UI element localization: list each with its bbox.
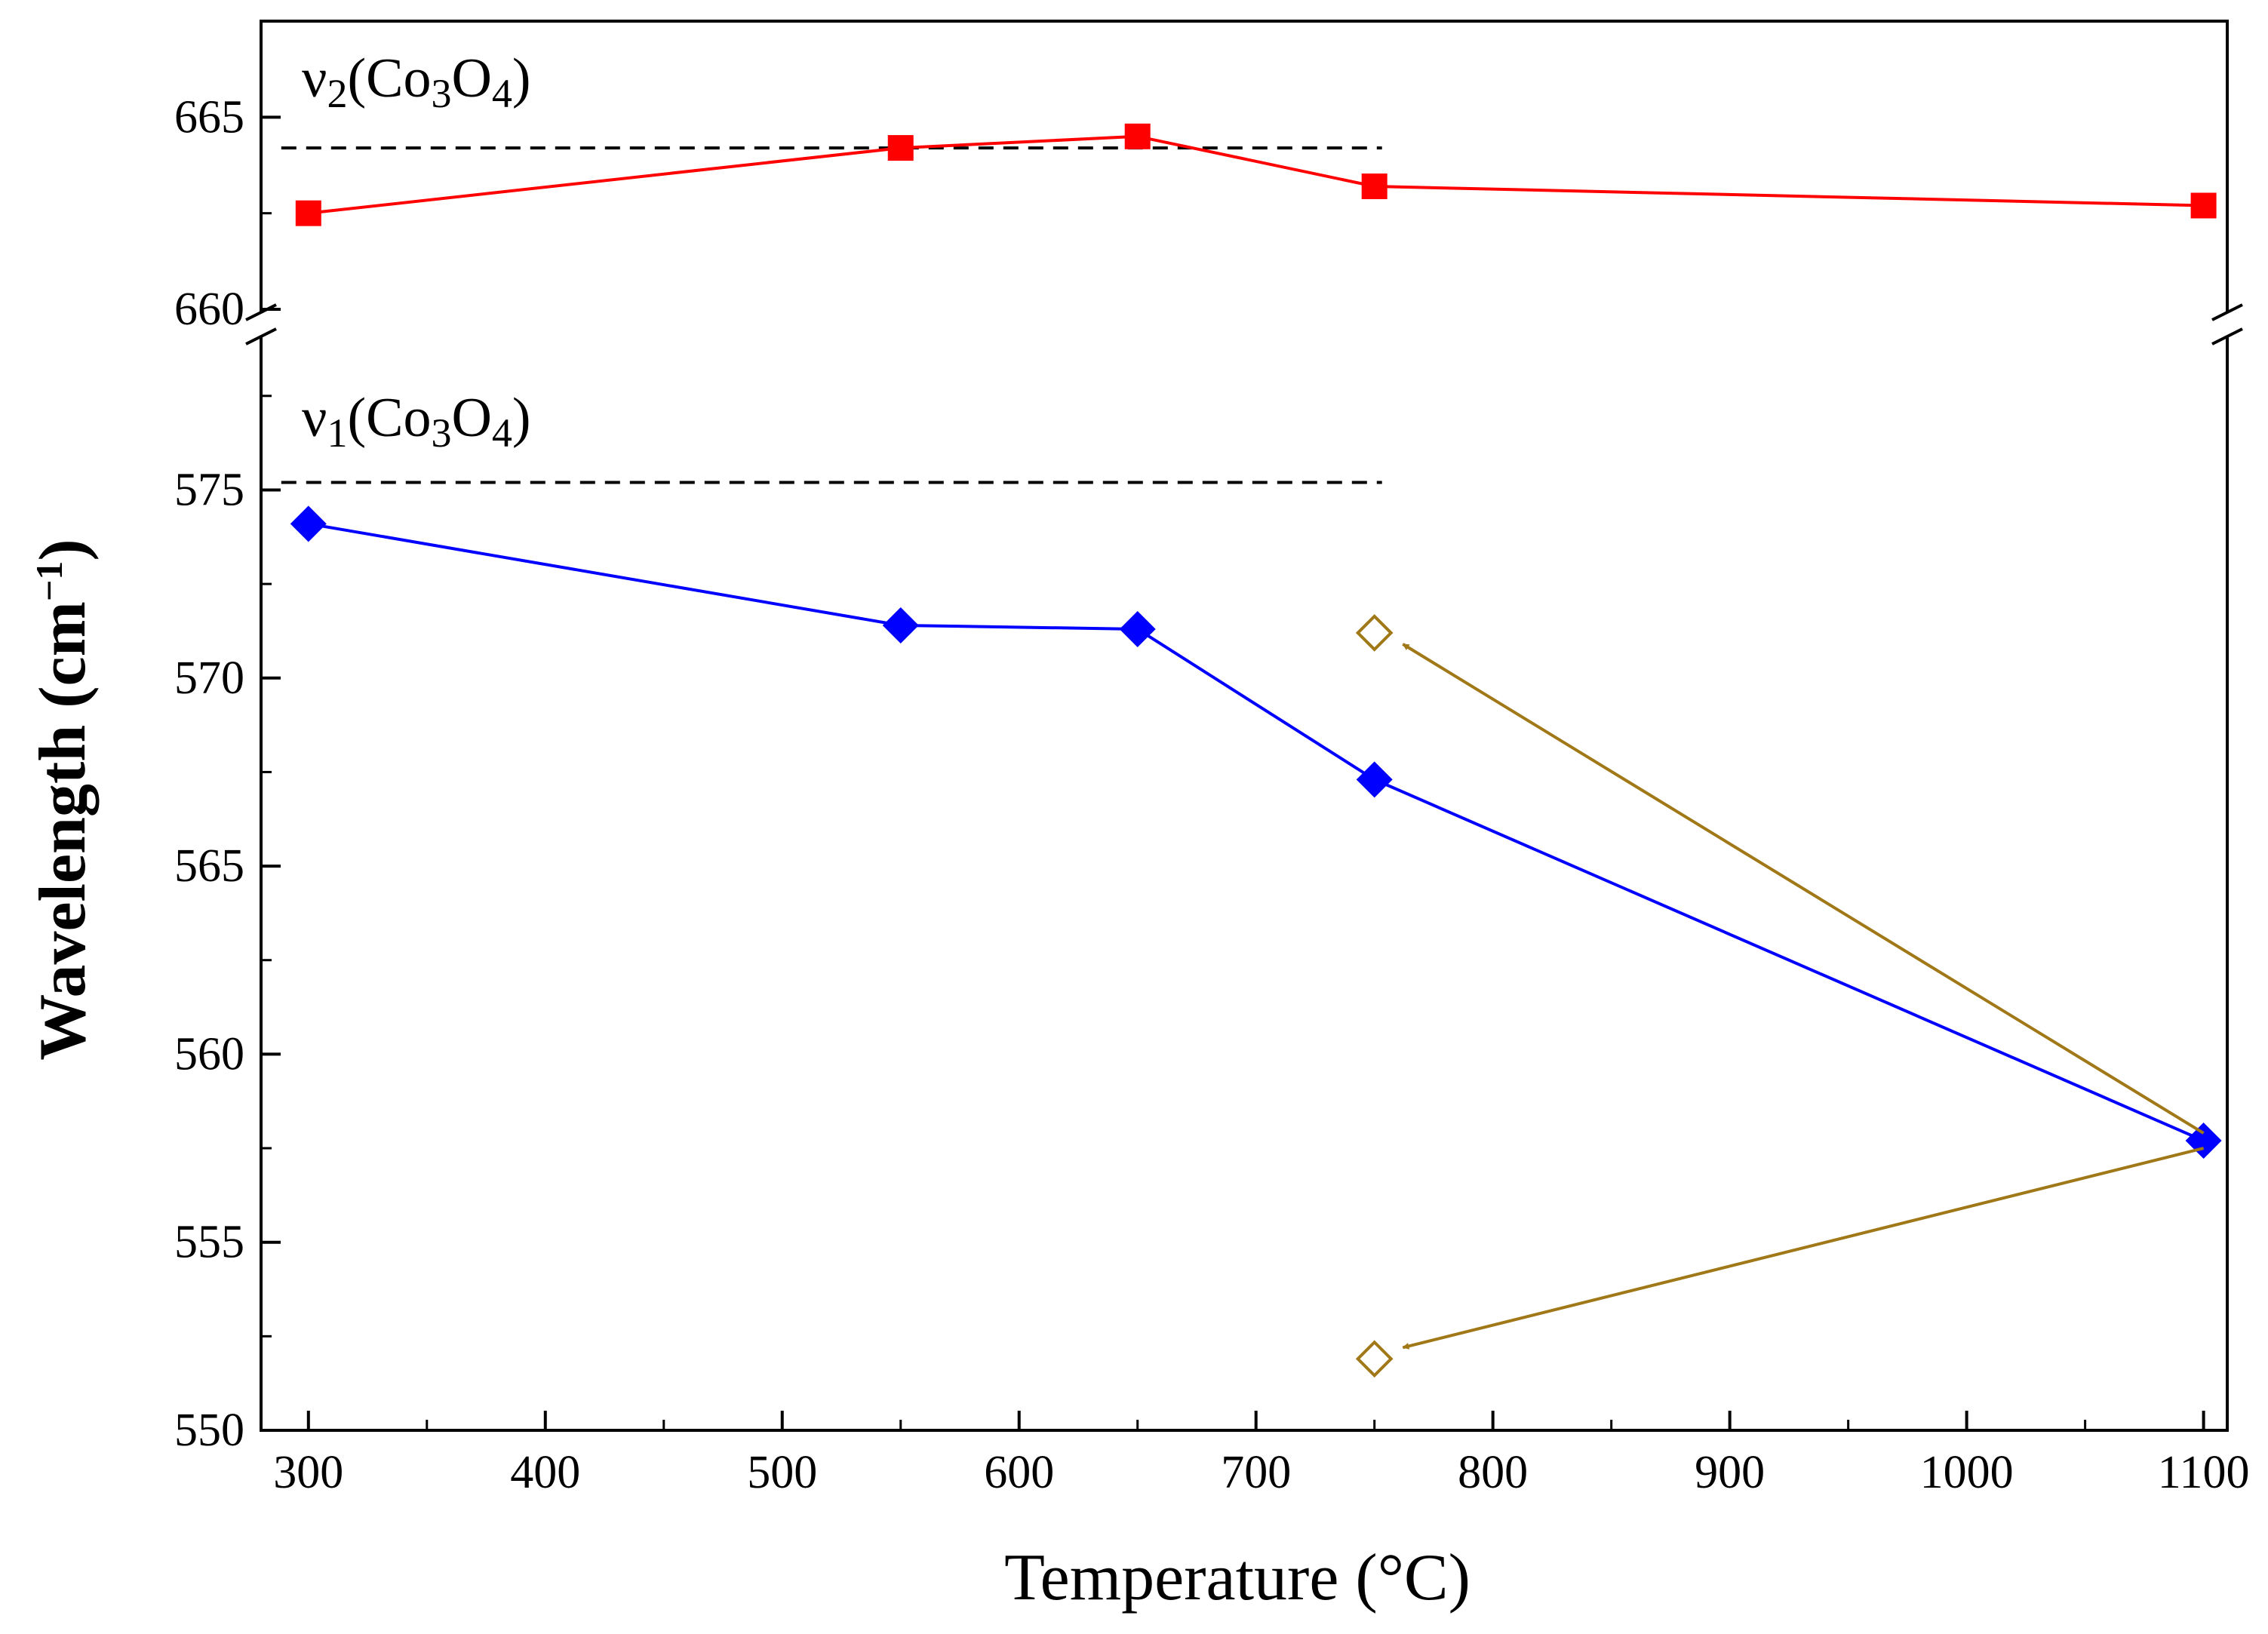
break-mark-right-lower xyxy=(2211,327,2243,346)
annotation-arrows xyxy=(1402,643,2205,1350)
y-tick-label-upper: 660 xyxy=(174,284,244,335)
x-tick-label: 1000 xyxy=(1920,1447,2014,1498)
data-series xyxy=(290,123,2222,1378)
data-point-diamond xyxy=(290,505,327,542)
v2-band-label: ν2(Co3O4) xyxy=(302,48,531,116)
data-point-square xyxy=(1124,123,1151,149)
axis-break-marks xyxy=(245,303,2243,346)
x-tick-label: 900 xyxy=(1695,1447,1765,1498)
x-tick-label: 300 xyxy=(273,1447,343,1498)
data-point-diamond xyxy=(1119,610,1156,647)
x-tick-label: 800 xyxy=(1458,1447,1528,1498)
data-point-open-diamond xyxy=(1355,614,1394,652)
reference-lines xyxy=(281,146,1382,484)
x-tick-label: 400 xyxy=(510,1447,580,1498)
x-tick-label: 700 xyxy=(1221,1447,1291,1498)
data-point-diamond xyxy=(882,607,919,643)
data-point-square xyxy=(1361,174,1388,200)
axis-ticks: 300 400 500 600 700 800 900 1000 1100 660 665 550 55… xyxy=(174,20,2250,1498)
x-tick-label: 1100 xyxy=(2158,1447,2250,1498)
x-tick-label: 600 xyxy=(984,1447,1054,1498)
data-point-open-diamond xyxy=(1355,1340,1394,1378)
data-point-diamond xyxy=(1356,761,1393,798)
axes-frame xyxy=(260,20,2229,1432)
x-tick-label: 500 xyxy=(747,1447,817,1498)
data-point-square xyxy=(887,135,914,161)
y-tick-label-lower: 555 xyxy=(174,1217,244,1268)
x-axis-title: Temperature (°C) xyxy=(1004,1541,1471,1614)
y-tick-label-lower: 550 xyxy=(174,1405,244,1456)
break-mark-left-upper xyxy=(245,303,277,321)
break-mark-left-lower xyxy=(245,327,277,346)
y-tick-label-lower: 560 xyxy=(174,1028,244,1080)
annotation-arrow xyxy=(1402,643,2205,1135)
annotation-arrow xyxy=(1402,1147,2205,1350)
y-tick-label-lower: 570 xyxy=(174,653,244,704)
y-tick-label-lower: 565 xyxy=(174,840,244,892)
data-point-square xyxy=(295,200,321,226)
break-mark-right-upper xyxy=(2211,303,2243,321)
v1-band-label: ν1(Co3O4) xyxy=(302,387,531,456)
y-tick-label-upper: 665 xyxy=(174,91,244,143)
series-line-lower xyxy=(308,522,2205,1142)
data-point-square xyxy=(2190,192,2217,219)
y-tick-label-lower: 575 xyxy=(174,464,244,515)
data-point-diamond xyxy=(2185,1123,2222,1159)
y-axis-title: Wavelength (cm−1) xyxy=(26,539,100,1060)
